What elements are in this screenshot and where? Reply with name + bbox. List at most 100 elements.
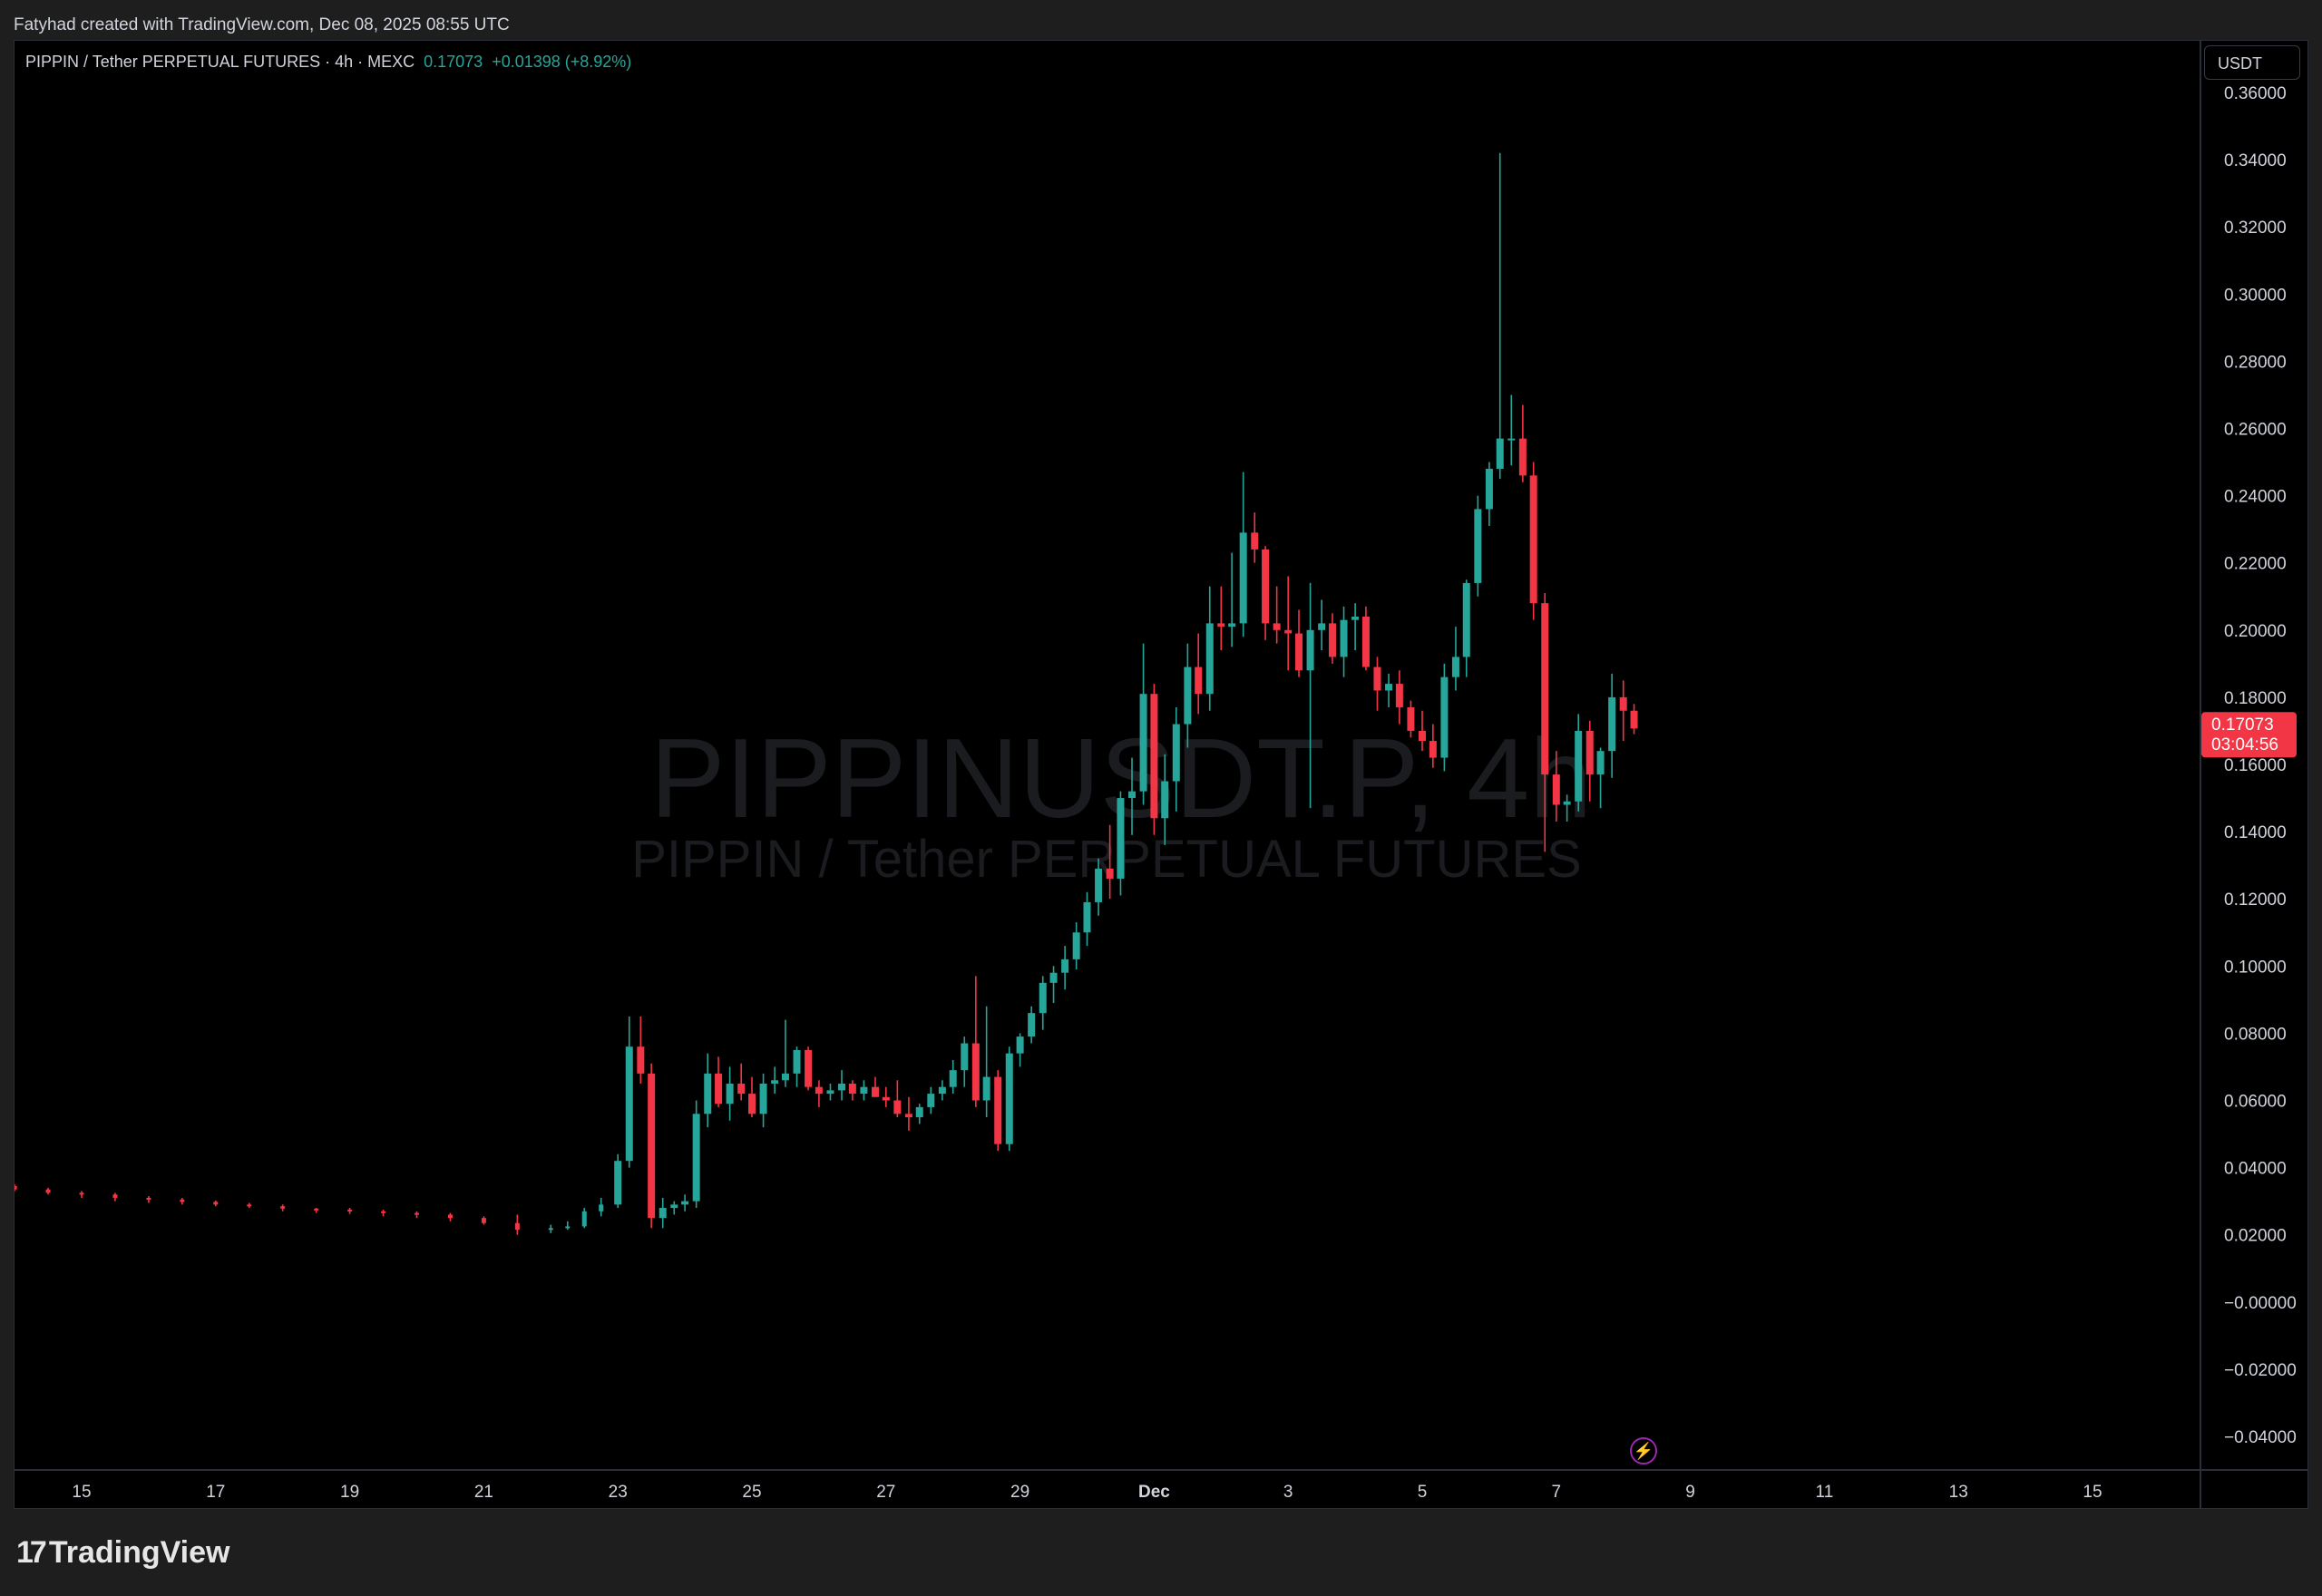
price-axis-label: 0.20000 (2224, 622, 2287, 641)
price-axis-label: 0.06000 (2224, 1093, 2287, 1112)
time-axis-label: 19 (340, 1483, 359, 1502)
candle-body (1496, 438, 1504, 469)
candle-body (1585, 730, 1594, 775)
candle-body (1451, 657, 1459, 677)
price-axis-label: 0.30000 (2224, 286, 2287, 305)
candle-body (1061, 959, 1069, 973)
candle-body (481, 1218, 486, 1223)
candle-body (848, 1083, 856, 1095)
candle-body (1575, 730, 1583, 802)
price-axis-label: 0.32000 (2224, 219, 2287, 238)
legend-change: +0.01398 (+8.92%) (492, 53, 632, 71)
candle-body (1351, 616, 1360, 620)
price-axis-label: 0.18000 (2224, 689, 2287, 708)
price-axis-label: 0.08000 (2224, 1025, 2287, 1044)
candle-body (871, 1086, 879, 1097)
candle-body (1474, 509, 1482, 583)
price-axis-label: 0.24000 (2224, 488, 2287, 507)
candle-body (1049, 972, 1058, 983)
candle-body (1172, 724, 1180, 782)
candle-body (1184, 667, 1192, 725)
candle-body (1117, 798, 1125, 879)
candle-body (1150, 694, 1158, 819)
candle-body (1039, 982, 1047, 1014)
candle-body (805, 1049, 813, 1087)
time-axis-label: 29 (1010, 1483, 1029, 1502)
candle-body (1262, 549, 1270, 624)
symbol-legend[interactable]: PIPPIN / Tether PERPETUAL FUTURES · 4h ·… (25, 53, 631, 72)
candle-body (1005, 1053, 1013, 1144)
candle-body (715, 1073, 723, 1105)
candle-body (737, 1083, 746, 1095)
candle-body (1373, 667, 1381, 691)
candle-body (514, 1222, 520, 1231)
attribution-bar: Fatyhad created with TradingView.com, De… (0, 0, 2322, 40)
price-axis-label: 0.02000 (2224, 1227, 2287, 1246)
time-axis-label: 15 (2083, 1483, 2102, 1502)
candle-body (1385, 684, 1393, 691)
candle-body (79, 1192, 84, 1195)
candle-body (1552, 774, 1560, 805)
candle-body (681, 1201, 689, 1205)
candle-body (1541, 603, 1549, 775)
time-axis[interactable]: 15 17 19 21 23 25 27 29 Dec 3 5 7 9 11 13 15 (72, 1483, 2102, 1502)
time-axis-label: 15 (72, 1483, 91, 1502)
last-price-tag-background (2201, 712, 2297, 758)
candle-body (648, 1073, 656, 1219)
price-chart[interactable]: PIPPINUSDT.P, 4h PIPPIN / Tether PERPETU… (15, 41, 2307, 1508)
candle-body (748, 1094, 756, 1114)
time-axis-label: 13 (1949, 1483, 1968, 1502)
candle-body (381, 1211, 386, 1213)
candle-body (1429, 741, 1437, 758)
logo-text: TradingView (48, 1535, 230, 1570)
tradingview-logo-icon[interactable]: 17 TradingView (16, 1534, 229, 1571)
candle-body (1016, 1036, 1024, 1054)
symbol-title[interactable]: PIPPIN / Tether PERPETUAL FUTURES · 4h ·… (25, 53, 415, 71)
candle-body (1340, 619, 1348, 657)
candle-body (15, 1185, 17, 1190)
watermark-description: PIPPIN / Tether PERPETUAL FUTURES (631, 830, 1582, 889)
candle-body (1507, 438, 1516, 441)
time-axis-label: 25 (742, 1483, 761, 1502)
candle-body (1083, 901, 1091, 933)
candle-body (1161, 781, 1169, 819)
lightning-icon[interactable]: ⚡ (1630, 1437, 1657, 1465)
legend-last-price: 0.17073 (424, 53, 483, 71)
time-axis-label: 9 (1685, 1483, 1695, 1502)
candle-body (670, 1204, 678, 1209)
candle-body (1195, 667, 1203, 695)
time-axis-label: 11 (1816, 1483, 1834, 1502)
candle-body (614, 1161, 622, 1205)
candle-body (1273, 623, 1281, 630)
price-axis-label: 0.22000 (2224, 555, 2287, 574)
chart-pane[interactable]: PIPPINUSDT.P, 4h PIPPIN / Tether PERPETU… (14, 40, 2308, 1509)
candle-body (971, 1043, 980, 1101)
candle-body (625, 1046, 633, 1162)
price-axis-label: 0.36000 (2224, 84, 2287, 103)
time-axis-label: 7 (1552, 1483, 1562, 1502)
candle-body (1395, 684, 1403, 708)
time-axis-label: 27 (876, 1483, 895, 1502)
time-axis-label: 17 (206, 1483, 225, 1502)
candle-body (1361, 616, 1370, 667)
candle-body (1407, 707, 1415, 731)
candle-body (447, 1214, 453, 1219)
candle-body (1419, 730, 1426, 742)
candle-body (860, 1086, 868, 1095)
candle-body (213, 1202, 219, 1205)
candle-body (704, 1073, 712, 1114)
logo-mark: 17 (16, 1535, 47, 1570)
currency-button[interactable]: USDT (2204, 45, 2300, 80)
price-axis[interactable]: 0.36000 0.34000 0.32000 0.30000 0.28000 0.260… (2224, 84, 2297, 1447)
candle-body (548, 1228, 553, 1231)
candle-body (1563, 801, 1571, 805)
candle-body (146, 1197, 151, 1200)
candle-body (314, 1208, 319, 1211)
price-axis-label: 0.12000 (2224, 890, 2287, 910)
last-price-tag: 0.17073 03:04:56 (2201, 712, 2297, 758)
candle-body (1128, 791, 1137, 799)
candle-body (247, 1204, 252, 1207)
time-axis-label: 21 (474, 1483, 493, 1502)
price-axis-label: 0.14000 (2224, 823, 2287, 842)
candle-body (1095, 868, 1103, 902)
